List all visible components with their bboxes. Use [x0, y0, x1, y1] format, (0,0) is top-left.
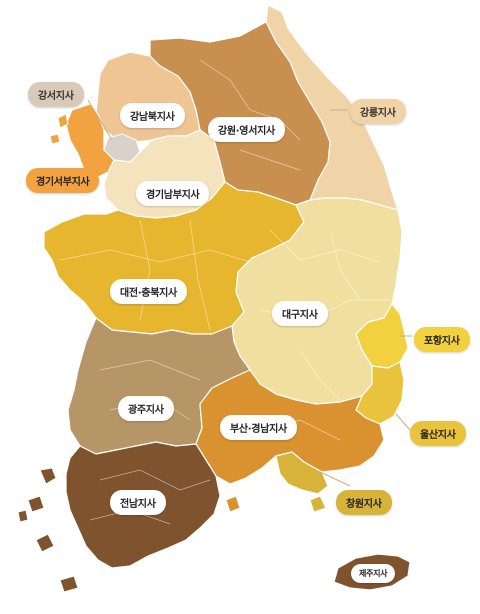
label-gwangju[interactable]: 광주지사: [118, 396, 174, 421]
island-s-1: [225, 495, 241, 513]
island-nw-2: [49, 133, 61, 145]
label-gangseo[interactable]: 강서지사: [28, 82, 84, 107]
label-daejeon-chungbuk[interactable]: 대전·충북지사: [110, 279, 187, 304]
label-jeonnam[interactable]: 전남지사: [110, 490, 166, 515]
leader-changwon: [315, 469, 351, 487]
island-sw-3: [35, 533, 55, 553]
label-jeju[interactable]: 제주지사: [351, 564, 396, 583]
label-gangneung[interactable]: 강릉지사: [350, 99, 406, 124]
region-changwon[interactable]: [275, 451, 329, 495]
label-busan-gyeongnam[interactable]: 부산·경남지사: [220, 415, 297, 440]
island-s-2: [309, 495, 327, 513]
label-gangwon-yeongseo[interactable]: 강원·영서지사: [208, 117, 285, 142]
label-daegu[interactable]: 대구지사: [272, 301, 328, 326]
island-sw-2: [27, 495, 45, 513]
label-pohang[interactable]: 포항지사: [414, 327, 470, 352]
label-gangnambuk[interactable]: 강남북지사: [120, 103, 185, 128]
label-gyeonggi-nambu[interactable]: 경기남부지사: [136, 181, 210, 206]
island-sw-1: [39, 467, 57, 485]
leader-ulsan: [395, 413, 411, 431]
island-sw-4: [59, 575, 79, 593]
region-pohang[interactable]: [355, 303, 409, 369]
label-changwon[interactable]: 창원지사: [336, 490, 392, 515]
leader-gangseo: [87, 99, 113, 141]
island-nw-1: [57, 113, 69, 129]
island-sw-5: [17, 509, 29, 523]
label-ulsan[interactable]: 울산지사: [410, 421, 466, 446]
label-gyeonggi-seobu[interactable]: 경기서부지사: [26, 168, 100, 193]
region-ulsan[interactable]: [355, 361, 405, 425]
